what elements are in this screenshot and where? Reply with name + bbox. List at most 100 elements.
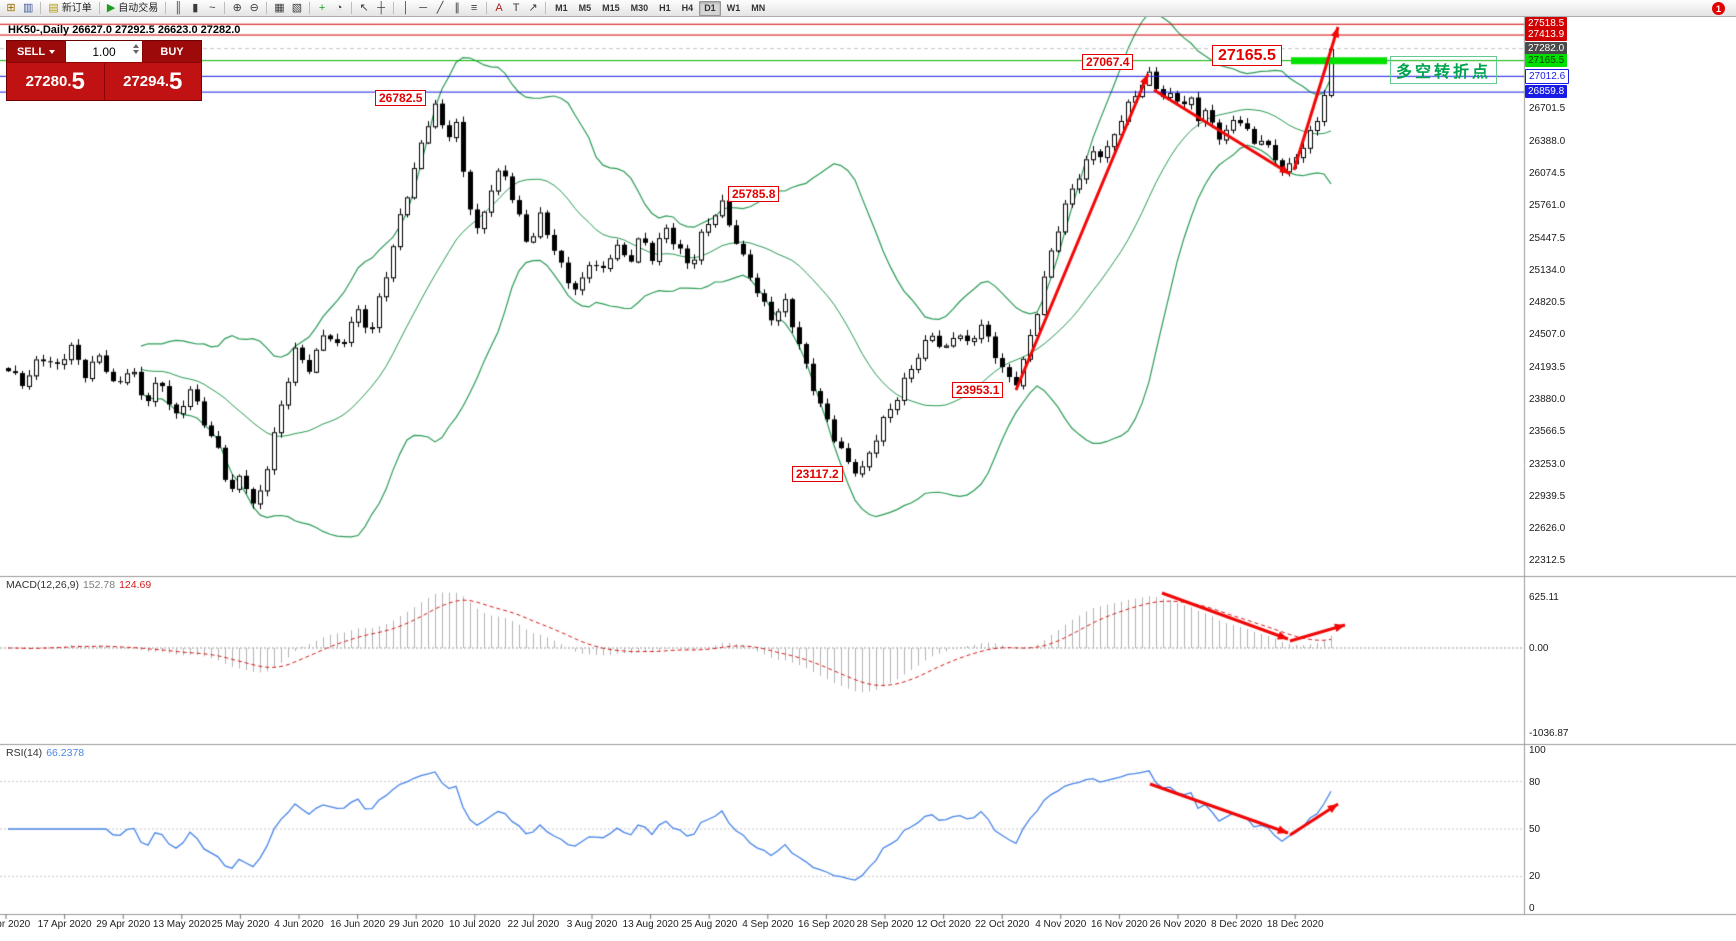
tile-windows-button[interactable]: ▦ [271, 1, 287, 16]
rsi-axis-label: 50 [1529, 824, 1541, 835]
date-axis-label: 12 Oct 2020 [916, 919, 971, 930]
label-button-icon: T [512, 1, 520, 14]
notification-badge[interactable]: 1 [1712, 2, 1725, 15]
trendline-button-icon: ╱ [436, 1, 444, 14]
buy-price[interactable]: 27294. 5 [105, 63, 202, 100]
main-toolbar: ⊞ ▥ ▤ 新订单 ▶ 自动交易 ║ ▮ ~ ⊕ ⊖ ▦ ▧ + ◔ ↖ ┼ │ ─ ╱ ∥ ≡ A T ↗ M1 M5 M15 M30… [0, 0, 1736, 17]
toolbar-separator [351, 2, 353, 14]
toolbar-separator [393, 2, 395, 14]
text-button-icon: A [495, 1, 503, 14]
line-chart-type-button[interactable]: ~ [204, 1, 220, 16]
timeframe-M1-button[interactable]: M1 [555, 3, 568, 13]
zoom-out-button[interactable]: ⊖ [246, 1, 262, 16]
chart-canvas[interactable] [0, 17, 1736, 941]
chart-profiles-button[interactable]: ▥ [20, 1, 36, 16]
new-order-button-icon: ▤ [48, 1, 59, 14]
price-annotation[interactable]: 27067.4 [1082, 54, 1134, 70]
horizontal-line-button[interactable]: ─ [415, 1, 431, 16]
price-annotation[interactable]: 27165.5 [1212, 45, 1282, 66]
line-chart-type-button-icon: ~ [209, 1, 216, 14]
fibonacci-button-icon: ≡ [470, 1, 478, 14]
buy-price-main: 27294. [123, 73, 170, 90]
timeframe-H1-button[interactable]: H1 [659, 3, 671, 13]
timeframe-W1-button[interactable]: W1 [726, 3, 741, 13]
crosshair-button[interactable]: ┼ [373, 1, 389, 16]
price-axis-label: 22939.5 [1529, 490, 1566, 502]
toolbar-separator [40, 2, 42, 14]
price-tag: 27012.6 [1525, 69, 1570, 85]
volume-input[interactable]: 1.00 [65, 41, 143, 62]
new-order-button-label: 新订单 [61, 2, 92, 14]
price-annotation[interactable]: 23117.2 [792, 466, 843, 482]
price-annotation[interactable]: 23953.1 [952, 382, 1004, 398]
toolbar-separator [98, 2, 100, 14]
price-annotation[interactable]: 26782.5 [375, 90, 427, 106]
timeframe-D1-button[interactable]: D1 [699, 0, 721, 16]
cascade-windows-button[interactable]: ▧ [289, 1, 305, 16]
price-axis-label: 26701.5 [1529, 103, 1566, 115]
date-axis-label: 3 Aug 2020 [566, 919, 618, 930]
cursor-button-icon: ↖ [359, 1, 369, 14]
timeframe-M15-button[interactable]: M15 [602, 3, 620, 13]
date-axis-label: 26 Nov 2020 [1149, 919, 1207, 930]
pivot-point-annotation[interactable]: 多空转折点 [1390, 56, 1498, 84]
price-axis-label: 25447.5 [1529, 232, 1566, 244]
autotrading-button-label: 自动交易 [118, 2, 159, 14]
rsi-indicator-label: RSI(14) 66.2378 [6, 747, 84, 759]
label-button[interactable]: T [508, 1, 524, 16]
macd-signal-value: 124.69 [119, 579, 152, 591]
new-chart-button[interactable]: ⊞ [3, 1, 19, 16]
bar-chart-type-button[interactable]: ║ [170, 1, 186, 16]
sell-price[interactable]: 27280. 5 [7, 63, 105, 100]
toolbar-separator [486, 2, 488, 14]
date-axis-label: 22 Oct 2020 [974, 919, 1030, 930]
autotrading-button[interactable]: ▶ 自动交易 [104, 1, 161, 16]
chart-profiles-button-icon: ▥ [23, 1, 34, 14]
rsi-axis-label: 80 [1529, 776, 1541, 788]
cursor-button[interactable]: ↖ [356, 1, 372, 16]
macd-main-value: 152.78 [82, 579, 116, 591]
vertical-line-button-icon: │ [402, 1, 410, 14]
price-axis-label: 25761.0 [1529, 200, 1566, 212]
vertical-line-button[interactable]: │ [398, 1, 414, 16]
buy-button[interactable]: BUY [143, 41, 201, 62]
channel-button[interactable]: ∥ [449, 1, 465, 16]
timeframe-M5-button[interactable]: M5 [578, 3, 592, 13]
fibonacci-button[interactable]: ≡ [466, 1, 482, 16]
date-axis-label: 10 Jul 2020 [448, 919, 501, 930]
toolbar-separator [545, 2, 547, 14]
period-button[interactable]: ◔ [331, 1, 347, 16]
timeframe-M30-button[interactable]: M30 [630, 3, 649, 13]
price-axis-label: 24507.0 [1529, 329, 1566, 341]
text-button[interactable]: A [491, 1, 507, 16]
price-tag: 27518.5 [1525, 17, 1568, 31]
notification-count: 1 [1715, 3, 1721, 14]
arrow-tool-button[interactable]: ↗ [525, 1, 541, 16]
price-annotation[interactable]: 25785.8 [728, 186, 780, 202]
sell-button[interactable]: SELL [7, 41, 65, 62]
crosshair-button-icon: ┼ [377, 1, 385, 14]
price-tag: 27413.9 [1525, 28, 1568, 42]
indicators-button[interactable]: + [314, 1, 330, 16]
date-axis-label: 8 Apr 2020 [0, 919, 31, 930]
date-axis-label: 25 May 2020 [211, 919, 270, 930]
date-axis-label: 25 Aug 2020 [681, 919, 738, 930]
macd-axis-label: 0.00 [1529, 643, 1549, 654]
timeframe-H4-button[interactable]: H4 [681, 3, 694, 13]
candlestick-type-button[interactable]: ▮ [187, 1, 203, 16]
rsi-axis-label: 20 [1529, 871, 1541, 883]
date-axis-label: 16 Jun 2020 [330, 919, 386, 930]
autotrading-button-icon: ▶ [106, 1, 116, 14]
rsi-axis-label: 0 [1529, 903, 1535, 914]
volume-spinner[interactable] [133, 44, 139, 54]
toolbar-separator [309, 2, 311, 14]
candlestick-type-button-icon: ▮ [192, 1, 199, 14]
tile-windows-button-icon: ▦ [274, 1, 285, 14]
new-order-button[interactable]: ▤ 新订单 [45, 1, 94, 16]
price-axis-label: 22626.0 [1529, 523, 1566, 535]
macd-axis-label: -1036.87 [1529, 727, 1569, 739]
trendline-button[interactable]: ╱ [432, 1, 448, 16]
timeframe-MN-button[interactable]: MN [751, 3, 766, 13]
zoom-in-button[interactable]: ⊕ [229, 1, 245, 16]
sell-price-pips: 5 [71, 67, 85, 95]
